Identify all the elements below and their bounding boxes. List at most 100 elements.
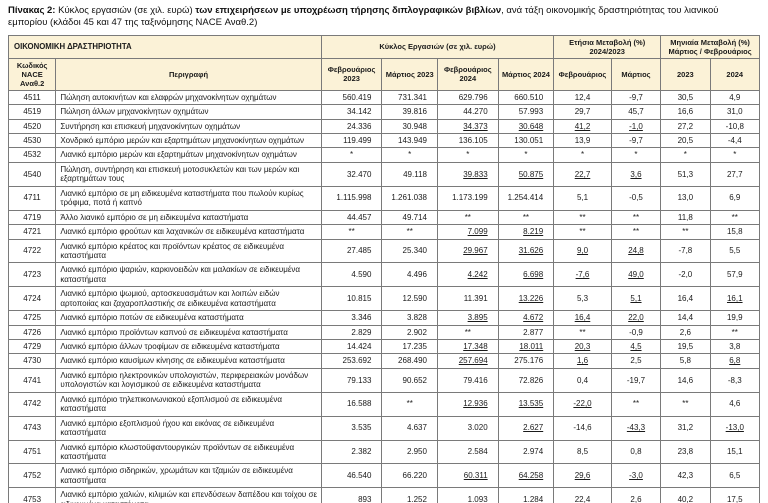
value-cell: 7.099 — [436, 224, 499, 240]
value-cell: 13,0 — [660, 185, 711, 211]
value-cell: -43,3 — [610, 415, 662, 441]
value-cell: 64.258 — [497, 463, 555, 489]
header-turnover-feb-2024: Φεβρουάριος 2024 — [436, 57, 499, 91]
value-cell: -9,7 — [610, 132, 662, 149]
activity-description-cell: Λιανικό εμπόριο φρούτων και λαχανικών σε… — [55, 224, 322, 240]
nace-code-cell: 4724 — [7, 286, 57, 312]
nace-code-cell: 4532 — [7, 147, 57, 163]
header-annual-march: Μάρτιος — [610, 57, 662, 91]
value-cell: 9,0 — [553, 238, 612, 264]
table-row: 4743 Λιανικό εμπόριο εξοπλισμού ήχου και … — [7, 415, 761, 441]
value-cell: 30.648 — [497, 118, 555, 135]
table-row: 4725 Λιανικό εμπόριο ποτών σε ειδικευμένα… — [7, 310, 761, 326]
value-cell: 119.499 — [320, 132, 383, 149]
value-cell: 17.348 — [436, 338, 499, 355]
value-cell: 5,5 — [709, 238, 761, 264]
value-cell: 49.118 — [381, 161, 438, 187]
table-row: 4751 Λιανικό εμπόριο κλωστοϋφαντουργικών … — [7, 439, 761, 465]
activity-description-cell: Άλλο λιανικό εμπόριο σε μη ειδικευμένα κ… — [55, 209, 322, 226]
data-table: ΟΙΚΟΝΟΜΙΚΗ ΔΡΑΣΤΗΡΙΟΤΗΤΑ Κύκλος Εργασιών… — [7, 34, 761, 503]
value-cell: 15,1 — [709, 439, 761, 465]
value-cell: 14.424 — [320, 338, 383, 355]
value-cell: 29,6 — [553, 463, 612, 489]
value-cell: 14,4 — [660, 310, 711, 326]
value-cell: 16,1 — [709, 286, 761, 312]
value-cell: 50.875 — [497, 161, 555, 187]
table-row: 4719 Άλλο λιανικό εμπόριο σε μη ειδικευμέ… — [7, 209, 761, 226]
value-cell: 39.816 — [381, 104, 438, 120]
value-cell: 8.219 — [497, 224, 555, 240]
value-cell: ** — [436, 324, 499, 341]
value-cell: 2.950 — [381, 439, 438, 465]
table-row: 4722 Λιανικό εμπόριο κρέατος και προϊόντω… — [7, 238, 761, 264]
table-row: 4726 Λιανικό εμπόριο προϊόντων καπνού σε … — [7, 324, 761, 341]
value-cell: 27,7 — [709, 161, 761, 187]
value-cell: 20,5 — [660, 132, 711, 149]
title-text-1: Κύκλος εργασιών (σε χιλ. ευρώ) — [55, 5, 196, 16]
nace-code-cell: 4751 — [7, 439, 57, 465]
value-cell: 4,5 — [610, 338, 662, 355]
value-cell: 4,9 — [709, 89, 761, 106]
value-cell: ** — [436, 209, 499, 226]
value-cell: 13,9 — [553, 132, 612, 149]
value-cell: -1,0 — [610, 118, 662, 135]
value-cell: 136.105 — [436, 132, 499, 149]
value-cell: 14,6 — [660, 367, 711, 393]
header-turnover-mar-2023: Μάρτιος 2023 — [381, 57, 438, 91]
value-cell: 1.261.038 — [381, 185, 438, 211]
value-cell: 3.828 — [381, 310, 438, 326]
value-cell: 5,8 — [660, 353, 711, 369]
value-cell: 3.020 — [436, 415, 499, 441]
value-cell: * — [709, 147, 761, 163]
table-body: 4511 Πώληση αυτοκινήτων και ελαφρών μηχαν… — [7, 89, 761, 503]
value-cell: ** — [610, 391, 662, 417]
nace-code-cell: 4722 — [7, 238, 57, 264]
value-cell: 0,4 — [553, 367, 612, 393]
value-cell: 17,5 — [709, 487, 761, 503]
value-cell: * — [660, 147, 711, 163]
table-row: 4724 Λιανικό εμπόριο ψωμιού, αρτοσκευασμά… — [7, 286, 761, 312]
nace-code-cell: 4530 — [7, 132, 57, 149]
table-row: 4742 Λιανικό εμπόριο τηλεπικοινωνιακού εξ… — [7, 391, 761, 417]
value-cell: * — [381, 147, 438, 163]
value-cell: -0,5 — [610, 185, 662, 211]
value-cell: 45,7 — [610, 104, 662, 120]
nace-code-cell: 4743 — [7, 415, 57, 441]
value-cell: 66.220 — [381, 463, 438, 489]
value-cell: 41,2 — [553, 118, 612, 135]
value-cell: 5,1 — [553, 185, 612, 211]
value-cell: 22,4 — [553, 487, 612, 503]
value-cell: 275.176 — [497, 353, 555, 369]
value-cell: 30,5 — [660, 89, 711, 106]
value-cell: 44.270 — [436, 104, 499, 120]
value-cell: 893 — [320, 487, 383, 503]
title-text-2: , ανά τάξη οικονομικής δραστηριότητας το… — [8, 5, 719, 29]
table-row: 4511 Πώληση αυτοκινήτων και ελαφρών μηχαν… — [7, 89, 761, 106]
table-row: 4532 Λιανικό εμπόριο μερών και εξαρτημάτω… — [7, 147, 761, 163]
value-cell: 143.949 — [381, 132, 438, 149]
activity-description-cell: Πώληση αυτοκινήτων και ελαφρών μηχανοκίν… — [55, 89, 322, 106]
nace-code-cell: 4721 — [7, 224, 57, 240]
value-cell: 2,6 — [610, 487, 662, 503]
value-cell: -10,8 — [709, 118, 761, 135]
value-cell: -7,8 — [660, 238, 711, 264]
value-cell: 22,0 — [610, 310, 662, 326]
activity-description-cell: Λιανικό εμπόριο ψαριών, καρκινοειδών και… — [55, 262, 322, 288]
value-cell: 90.652 — [381, 367, 438, 393]
nace-code-cell: 4752 — [7, 463, 57, 489]
value-cell: ** — [660, 224, 711, 240]
value-cell: ** — [610, 209, 662, 226]
table-row: 4711 Λιανικό εμπόριο σε μη ειδικευμένα κα… — [7, 185, 761, 211]
value-cell: 46.540 — [320, 463, 383, 489]
value-cell: 2.584 — [436, 439, 499, 465]
value-cell: 0,8 — [610, 439, 662, 465]
value-cell: 18.011 — [497, 338, 555, 355]
value-cell: 4.496 — [381, 262, 438, 288]
activity-description-cell: Πώληση άλλων μηχανοκίνητων οχημάτων — [55, 104, 322, 120]
value-cell: 6,5 — [709, 463, 761, 489]
value-cell: 79.416 — [436, 367, 499, 393]
value-cell: 17.235 — [381, 338, 438, 355]
value-cell: 19,5 — [660, 338, 711, 355]
value-cell: 3,8 — [709, 338, 761, 355]
table-row: 4729 Λιανικό εμπόριο άλλων τροφίμων σε ει… — [7, 338, 761, 355]
